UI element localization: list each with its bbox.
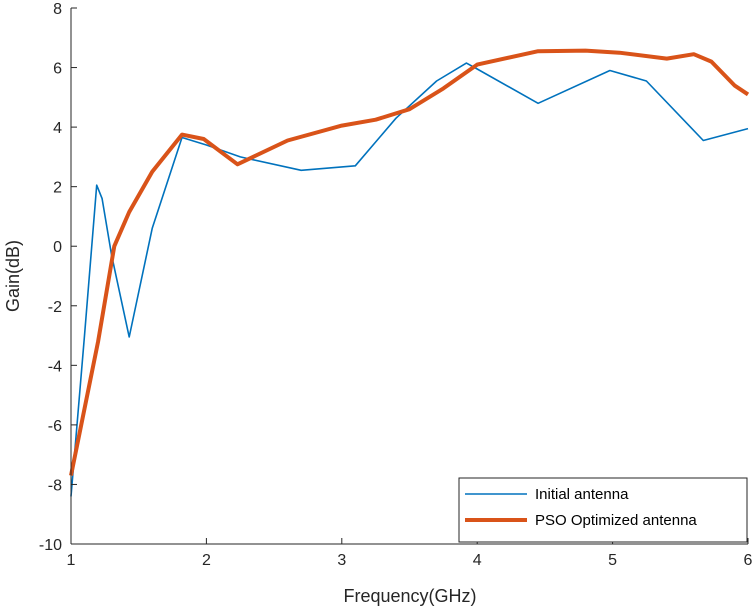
x-axis-label: Frequency(GHz) [343, 586, 476, 606]
y-axis-label: Gain(dB) [3, 240, 23, 312]
y-tick-label: 4 [53, 120, 62, 137]
series-line-initial-antenna [70, 62, 749, 497]
x-tick-label: 3 [337, 552, 346, 569]
y-tick-label: -4 [48, 358, 62, 375]
x-tick-label: 2 [202, 552, 211, 569]
y-tick-label: -10 [39, 537, 62, 554]
y-tick-label: -6 [48, 418, 62, 435]
series-layer [69, 48, 750, 497]
plot-area [71, 8, 748, 544]
y-tick-label: 8 [53, 1, 62, 18]
y-tick-label: 2 [53, 180, 62, 197]
legend: Initial antenna PSO Optimized antenna [458, 477, 748, 543]
x-tick-label: 6 [744, 552, 752, 569]
legend-label-pso-optimized-antenna: PSO Optimized antenna [535, 512, 697, 529]
legend-box [458, 477, 748, 543]
ticks-layer: 1 2 3 4 5 6 -10 -8 -6 -4 -2 0 2 4 6 8 [39, 1, 752, 569]
legend-label-initial-antenna: Initial antenna [535, 486, 629, 503]
y-tick-label: 0 [53, 239, 62, 256]
y-tick-label: 6 [53, 61, 62, 78]
y-tick-label: -2 [48, 299, 62, 316]
x-tick-label: 1 [67, 552, 76, 569]
x-tick-label: 4 [473, 552, 482, 569]
axes-layer [70, 8, 748, 545]
x-tick-label: 5 [608, 552, 617, 569]
y-tick-label: -8 [48, 477, 62, 494]
series-line-pso-optimized-antenna [69, 48, 750, 476]
